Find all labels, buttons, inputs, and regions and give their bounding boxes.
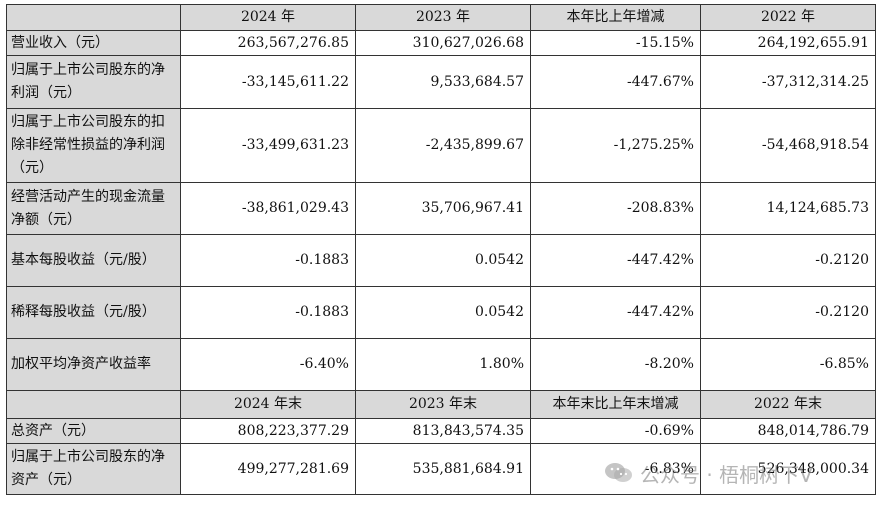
financial-summary-table: 2024 年 2023 年 本年比上年增减 2022 年 营业收入（元） 263… [6,4,876,495]
row-label: 稀释每股收益（元/股） [6,286,181,339]
header-2022: 2022 年 [700,4,876,31]
value-2024: 808,223,377.29 [180,418,356,444]
value-2022: -0.2120 [700,286,876,339]
header-2023: 2023 年 [355,4,531,31]
value-2023: 1.80% [355,338,531,391]
value-2022: 264,192,655.91 [700,30,876,56]
value-2023: -2,435,899.67 [355,108,531,183]
value-2024: -0.1883 [180,286,356,339]
header-corner-cell [6,4,181,31]
table-row: 加权平均净资产收益率 -6.40% 1.80% -8.20% -6.85% [6,338,876,391]
value-change: -1,275.25% [530,108,701,183]
table-row: 归属于上市公司股东的净利润（元） -33,145,611.22 9,533,68… [6,55,876,109]
value-change: -447.67% [530,55,701,109]
table-row: 归属于上市公司股东的扣除非经常性损益的净利润（元） -33,499,631.23… [6,108,876,183]
value-2022: -6.85% [700,338,876,391]
value-2024: -33,145,611.22 [180,55,356,109]
value-change: -0.69% [530,418,701,444]
table-row: 经营活动产生的现金流量净额（元） -38,861,029.43 35,706,9… [6,182,876,235]
row-label: 归属于上市公司股东的净利润（元） [6,55,181,109]
table-row: 基本每股收益（元/股） -0.1883 0.0542 -447.42% -0.2… [6,234,876,287]
value-2023: 0.0542 [355,234,531,287]
value-2024: -6.40% [180,338,356,391]
row-label: 加权平均净资产收益率 [6,338,181,391]
row-label: 归属于上市公司股东的扣除非经常性损益的净利润（元） [6,108,181,183]
header-2023-end: 2023 年末 [355,390,531,419]
value-2023: 0.0542 [355,286,531,339]
header-2024: 2024 年 [180,4,356,31]
row-label: 归属于上市公司股东的净资产（元） [6,443,181,495]
value-change: -15.15% [530,30,701,56]
value-2022: -37,312,314.25 [700,55,876,109]
row-label: 营业收入（元） [6,30,181,56]
value-change: -8.20% [530,338,701,391]
value-2024: 499,277,281.69 [180,443,356,495]
header-2024-end: 2024 年末 [180,390,356,419]
value-2024: -38,861,029.43 [180,182,356,235]
value-2022: -54,468,918.54 [700,108,876,183]
value-change: -447.42% [530,234,701,287]
value-2022: 848,014,786.79 [700,418,876,444]
value-2022: 526,348,000.34 [700,443,876,495]
value-2023: 9,533,684.57 [355,55,531,109]
row-label: 经营活动产生的现金流量净额（元） [6,182,181,235]
table-row: 营业收入（元） 263,567,276.85 310,627,026.68 -1… [6,30,876,56]
value-2024: 263,567,276.85 [180,30,356,56]
header-change-end: 本年末比上年末增减 [530,390,701,419]
value-2022: 14,124,685.73 [700,182,876,235]
row-label: 基本每股收益（元/股） [6,234,181,287]
value-2024: -33,499,631.23 [180,108,356,183]
table-row: 总资产（元） 808,223,377.29 813,843,574.35 -0.… [6,418,876,444]
value-2023: 535,881,684.91 [355,443,531,495]
header-2022-end: 2022 年末 [700,390,876,419]
header-change: 本年比上年增减 [530,4,701,31]
table-header-row-year-end: 2024 年末 2023 年末 本年末比上年末增减 2022 年末 [6,390,876,419]
row-label: 总资产（元） [6,418,181,444]
value-2023: 35,706,967.41 [355,182,531,235]
value-2024: -0.1883 [180,234,356,287]
value-2023: 310,627,026.68 [355,30,531,56]
table-row: 归属于上市公司股东的净资产（元） 499,277,281.69 535,881,… [6,443,876,495]
header-corner-cell [6,390,181,419]
value-2022: -0.2120 [700,234,876,287]
table-header-row: 2024 年 2023 年 本年比上年增减 2022 年 [6,4,876,31]
value-change: -447.42% [530,286,701,339]
value-change: -6.83% [530,443,701,495]
value-change: -208.83% [530,182,701,235]
table-row: 稀释每股收益（元/股） -0.1883 0.0542 -447.42% -0.2… [6,286,876,339]
value-2023: 813,843,574.35 [355,418,531,444]
